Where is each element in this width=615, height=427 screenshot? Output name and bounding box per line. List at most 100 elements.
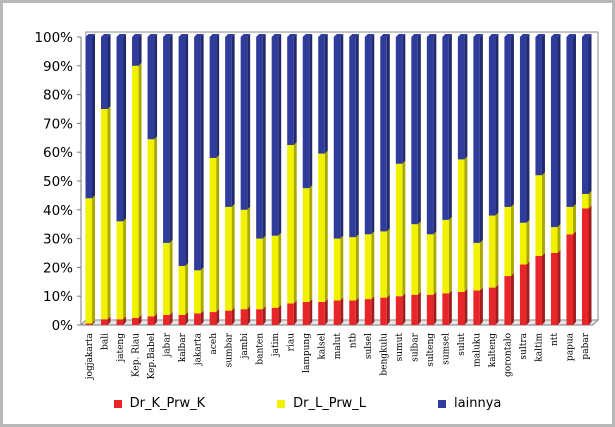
bar-Dr_L_Prw_L [411, 224, 418, 295]
legend-swatch [113, 399, 122, 408]
x-tick-label: jatim [271, 333, 281, 358]
bar-top [318, 34, 328, 37]
bar-side-lainnya [278, 34, 282, 236]
bar-Dr_K_Prw_K [550, 253, 558, 325]
y-tick-label: 10% [43, 289, 73, 305]
bar-Dr_L_Prw_L [101, 109, 108, 320]
x-tick-label: sulbar [411, 332, 421, 361]
bar-lainnya [287, 37, 294, 145]
bar-Dr_L_Prw_L [333, 238, 341, 301]
bar-side-Dr_L_Prw_L [309, 185, 313, 302]
legend-label: Dr_L_Prw_L [293, 396, 367, 411]
bar-side-lainnya [154, 34, 158, 140]
bar-Dr_L_Prw_L [240, 209, 248, 310]
bar-side-Dr_L_Prw_L [417, 221, 421, 295]
bar-side-Dr_L_Prw_L [107, 106, 111, 320]
stacked-bar-chart: 0% 10% 20% 30% 40% 50% 60% 70% 80% 90% 100% jogjaka… [34, 30, 600, 380]
bar-side-Dr_K_Prw_K [309, 298, 313, 325]
bar-side-Dr_L_Prw_L [572, 203, 576, 235]
bar-side-Dr_K_Prw_K [231, 307, 235, 325]
bar-lainnya [550, 37, 558, 228]
bar-Dr_L_Prw_L [488, 215, 496, 288]
bar-side-lainnya [417, 34, 421, 225]
bar-side-Dr_K_Prw_K [448, 290, 452, 325]
bar-top [209, 34, 220, 37]
bar-Dr_L_Prw_L [442, 219, 449, 294]
bar-side-Dr_L_Prw_L [216, 154, 220, 313]
bar-side-Dr_K_Prw_K [355, 297, 359, 325]
bar-side-lainnya [541, 34, 545, 176]
bar-lainnya [566, 37, 573, 207]
bar-top [287, 34, 297, 37]
bar-side-Dr_L_Prw_L [402, 160, 406, 297]
bar-Dr_K_Prw_K [302, 301, 310, 325]
bar-top [85, 34, 96, 37]
bar-side-Dr_L_Prw_L [92, 195, 96, 324]
bar-lainnya [132, 37, 139, 66]
x-tick-label: pabar [581, 332, 591, 359]
x-tick-label: Kep.Babel [147, 333, 157, 379]
bar-side-Dr_K_Prw_K [169, 311, 173, 325]
bar-side-Dr_L_Prw_L [355, 234, 359, 301]
bar-side-Dr_K_Prw_K [433, 291, 437, 325]
x-tick-label: Kep. Riau [131, 333, 141, 377]
bar-side-Dr_K_Prw_K [262, 306, 266, 325]
bar-lainnya [535, 37, 542, 176]
bar-side-lainnya [138, 34, 142, 66]
bar-side-lainnya [293, 34, 297, 145]
bar-side-Dr_K_Prw_K [386, 294, 390, 325]
bar-side-Dr_L_Prw_L [278, 232, 282, 308]
x-tick-label: jakarta [193, 332, 203, 366]
bar-lainnya [473, 37, 480, 243]
x-tick-label: sumbar [224, 332, 234, 367]
bar-top [566, 34, 576, 37]
bar-side-lainnya [479, 34, 483, 243]
x-tick-label: bali [100, 333, 110, 350]
bar-side-Dr_L_Prw_L [541, 172, 545, 256]
bar-side-Dr_K_Prw_K [324, 298, 328, 325]
bar-Dr_L_Prw_L [364, 234, 372, 300]
legend-label: lainnya [454, 396, 502, 411]
bar-Dr_L_Prw_L [85, 198, 93, 324]
bar-Dr_K_Prw_K [225, 310, 232, 325]
bar-lainnya [426, 37, 434, 235]
bar-top [101, 34, 111, 37]
bar-top [504, 34, 514, 37]
bar-side-Dr_L_Prw_L [262, 235, 266, 310]
bar-side-lainnya [526, 34, 530, 223]
x-tick-label: kalsel [317, 333, 327, 360]
bar-top [256, 34, 266, 37]
x-tick-label: malut [333, 333, 343, 360]
bar-top [426, 34, 437, 37]
y-tick-label: 30% [43, 232, 73, 248]
bar-side-Dr_K_Prw_K [541, 252, 545, 325]
y-tick-label: 20% [43, 260, 73, 276]
bar-lainnya [488, 37, 496, 216]
x-tick-label: jateng [116, 333, 126, 363]
bar-Dr_K_Prw_K [380, 297, 387, 325]
bar-top [302, 34, 313, 37]
bar-top [395, 34, 406, 37]
bar-side-Dr_K_Prw_K [402, 293, 406, 325]
bar-lainnya [240, 37, 248, 210]
x-tick-label: lampung [302, 333, 312, 373]
bar-side-Dr_K_Prw_K [247, 306, 251, 325]
bar-top [333, 34, 344, 37]
bar-lainnya [302, 37, 310, 189]
bar-Dr_L_Prw_L [395, 163, 403, 297]
bar-side-Dr_L_Prw_L [324, 150, 328, 302]
x-tick-label: ntb [349, 333, 359, 348]
bar-side-Dr_L_Prw_L [231, 203, 235, 311]
bar-side-Dr_L_Prw_L [588, 190, 592, 209]
legend-label: Dr_K_Prw_K [129, 396, 206, 411]
bar-top [225, 34, 235, 37]
y-tick-label: 70% [43, 116, 73, 132]
bar-Dr_L_Prw_L [302, 188, 310, 302]
bar-Dr_K_Prw_K [473, 290, 480, 325]
bar-Dr_K_Prw_K [147, 316, 155, 325]
bar-side-Dr_K_Prw_K [464, 288, 468, 325]
bar-lainnya [364, 37, 372, 235]
bar-Dr_L_Prw_L [147, 139, 155, 317]
bar-Dr_L_Prw_L [380, 231, 387, 298]
bar-side-Dr_L_Prw_L [169, 239, 173, 315]
